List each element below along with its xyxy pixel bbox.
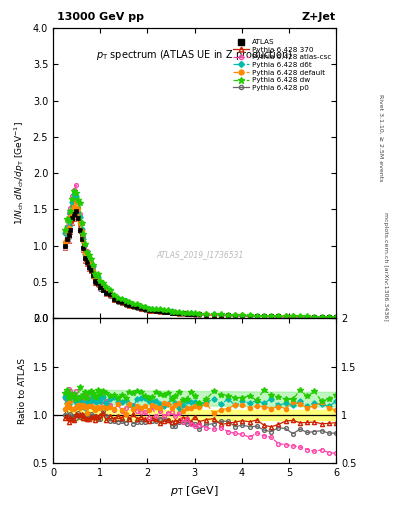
Text: 13000 GeV pp: 13000 GeV pp [57,12,144,22]
Text: Rivet 3.1.10, ≥ 2.5M events: Rivet 3.1.10, ≥ 2.5M events [378,95,383,182]
Y-axis label: Ratio to ATLAS: Ratio to ATLAS [18,358,27,424]
Text: Z+Jet: Z+Jet [302,12,336,22]
Legend: ATLAS, Pythia 6.428 370, Pythia 6.428 atlas-csc, Pythia 6.428 d6t, Pythia 6.428 : ATLAS, Pythia 6.428 370, Pythia 6.428 at… [231,37,332,92]
X-axis label: $p_\mathrm{T}$ [GeV]: $p_\mathrm{T}$ [GeV] [170,484,219,498]
Text: ATLAS_2019_I1736531: ATLAS_2019_I1736531 [156,250,244,259]
Text: $p_\mathrm{T}$ spectrum (ATLAS UE in Z production): $p_\mathrm{T}$ spectrum (ATLAS UE in Z p… [96,49,293,62]
Y-axis label: $1/N_\mathrm{ch}\;dN_\mathrm{ch}/dp_\mathrm{T}$ [GeV$^{-1}$]: $1/N_\mathrm{ch}\;dN_\mathrm{ch}/dp_\mat… [13,121,27,225]
Text: mcplots.cern.ch [arXiv:1306.3436]: mcplots.cern.ch [arXiv:1306.3436] [384,212,388,321]
